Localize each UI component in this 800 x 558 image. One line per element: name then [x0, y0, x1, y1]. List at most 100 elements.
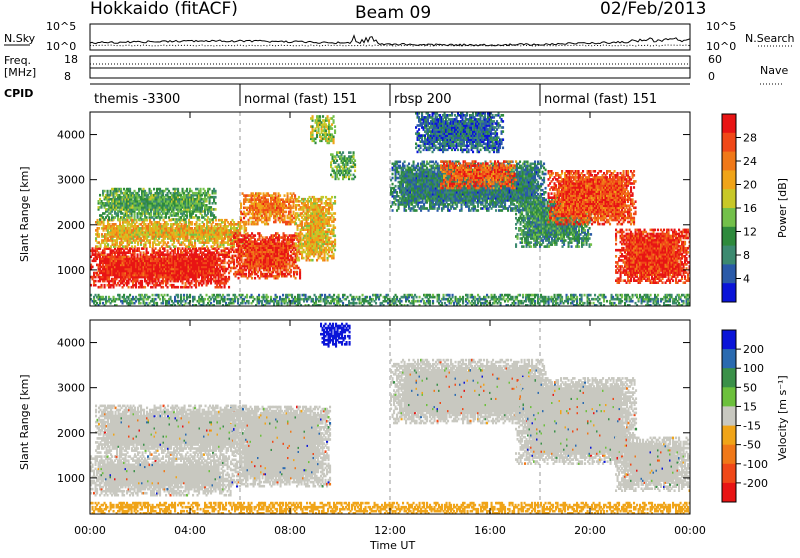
- heatmap-cell: [287, 192, 289, 195]
- noise-tick-top-right: 10^5: [706, 20, 736, 33]
- heatmap-cell: [169, 245, 171, 248]
- heatmap-cell: [144, 286, 146, 289]
- heatmap-cell: [299, 269, 301, 272]
- heatmap-cell: [191, 241, 193, 244]
- power-panel: Slant Range [km]: [18, 112, 692, 307]
- heatmap-cell: [167, 223, 169, 226]
- cpid-mode-label: normal (fast) 151: [244, 92, 357, 107]
- heatmap-cell: [98, 227, 100, 230]
- heatmap-cell: [101, 284, 103, 287]
- heatmap-cell: [240, 203, 242, 206]
- heatmap-cell: [107, 190, 109, 193]
- heatmap-cell: [196, 221, 198, 224]
- heatmap-cell: [162, 286, 164, 289]
- heatmap-cell: [296, 271, 298, 274]
- heatmap-cell: [131, 245, 133, 248]
- heatmap-cell: [251, 277, 253, 280]
- heatmap-cell: [240, 217, 242, 220]
- heatmap-cell: [215, 208, 217, 211]
- heatmap-cell: [267, 198, 269, 201]
- heatmap-cell: [155, 247, 157, 250]
- heatmap-cell: [137, 253, 139, 256]
- heatmap-cell: [298, 196, 300, 199]
- noise-sky-trace: [90, 36, 690, 46]
- heatmap-cell: [290, 275, 292, 278]
- cpid-mode-label: normal (fast) 151: [544, 92, 657, 107]
- heatmap-cell: [182, 188, 184, 191]
- heatmap-cell: [285, 211, 287, 214]
- heatmap-cell: [146, 219, 148, 222]
- heatmap-cell: [284, 194, 286, 197]
- heatmap-cell: [92, 266, 94, 269]
- heatmap-cell: [221, 286, 223, 289]
- heatmap-cell: [191, 286, 193, 289]
- heatmap-cell: [204, 218, 206, 221]
- heatmap-cell: [215, 202, 217, 205]
- heatmap-cell: [95, 280, 97, 283]
- heatmap-cell: [199, 219, 201, 222]
- heatmap-cell: [128, 286, 130, 289]
- heatmap-cell: [290, 269, 292, 272]
- heatmap-cell: [146, 216, 148, 219]
- heatmap-cell: [138, 247, 140, 250]
- heatmap-cell: [303, 257, 305, 260]
- heatmap-cell: [245, 227, 247, 230]
- heatmap-cell: [95, 284, 97, 287]
- heatmap-cell: [254, 234, 256, 237]
- noise-tick-bottom: 10^0: [46, 40, 76, 53]
- radar-title: Hokkaido (fitACF): [90, 0, 238, 19]
- heatmap-cell: [104, 284, 106, 287]
- heatmap-cell: [191, 221, 193, 224]
- heatmap-cell: [99, 194, 101, 197]
- heatmap-cell: [209, 218, 211, 221]
- heatmap-cell: [97, 245, 99, 248]
- heatmap-cell: [279, 194, 281, 197]
- heatmap-cell: [232, 246, 234, 249]
- heatmap-cell: [245, 273, 247, 276]
- heatmap-cell: [238, 277, 240, 280]
- heatmap-cell: [230, 238, 232, 241]
- heatmap-cell: [322, 196, 324, 199]
- heatmap-cell: [215, 190, 217, 193]
- nave-tick-bottom: 0: [708, 70, 715, 83]
- heatmap-cell: [294, 194, 296, 197]
- heatmap-cell: [293, 211, 295, 214]
- heatmap-cell: [108, 216, 110, 219]
- heatmap-cell: [228, 276, 230, 279]
- heatmap-cell: [129, 188, 131, 191]
- heatmap-cell: [107, 243, 109, 246]
- heatmap-cell: [175, 245, 177, 248]
- heatmap-cell: [104, 190, 106, 193]
- heatmap-cell: [120, 188, 122, 191]
- heatmap-cell: [153, 188, 155, 191]
- heatmap-cell: [177, 188, 179, 191]
- cpid-mode-label: rbsp 200: [394, 92, 452, 107]
- heatmap-cell: [206, 245, 208, 248]
- heatmap-cell: [167, 241, 169, 244]
- heatmap-cell: [167, 249, 169, 252]
- heatmap-cell: [260, 192, 262, 195]
- heatmap-cell: [298, 259, 300, 262]
- heatmap-cell: [267, 223, 269, 226]
- noise-tick-top: 10^5: [46, 20, 76, 33]
- heatmap-cell: [203, 223, 205, 226]
- noise-search-trace: [90, 45, 690, 46]
- nave-label: Nave: [760, 64, 788, 77]
- freq-tick-top: 18: [64, 53, 78, 66]
- heatmap-cell: [150, 190, 152, 193]
- heatmap-cell: [98, 233, 100, 236]
- heatmap-cell: [245, 221, 247, 224]
- heatmap-cell: [275, 192, 277, 195]
- heatmap-cell: [297, 253, 299, 256]
- heatmap-cell: [254, 277, 256, 280]
- heatmap-cell: [134, 245, 136, 248]
- noise-panel: N.Sky N.Search 10^5 10^0 10^5 10^0: [4, 20, 795, 53]
- cpid-mode-label: themis -3300: [94, 92, 180, 107]
- heatmap-cell: [295, 277, 297, 280]
- cpid-label: CPID: [4, 87, 33, 100]
- heatmap-cell: [215, 216, 217, 219]
- freq-tick-bottom: 8: [64, 70, 71, 83]
- heatmap-cell: [233, 259, 235, 262]
- heatmap-cell: [159, 247, 161, 250]
